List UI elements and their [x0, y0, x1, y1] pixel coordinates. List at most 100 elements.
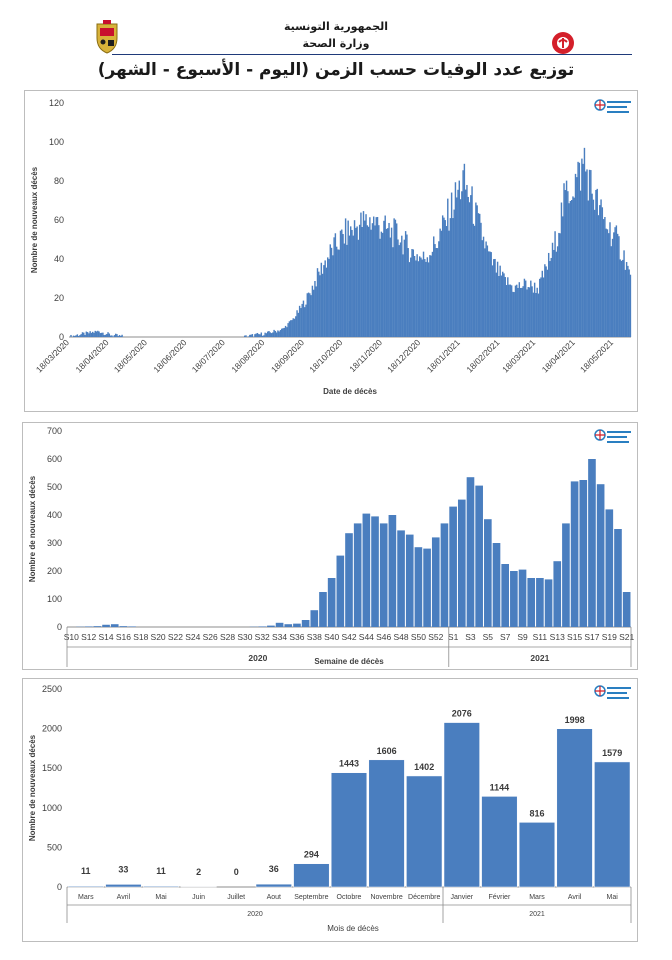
- daily-bar: [472, 223, 475, 337]
- weekly-bar: [379, 523, 388, 627]
- x-tick-label: 18/10/2020: [307, 337, 344, 374]
- daily-bar: [513, 292, 515, 337]
- x-tick-label: S13: [550, 632, 565, 642]
- daily-bar: [574, 173, 577, 337]
- daily-bar: [325, 267, 328, 337]
- daily-bar: [471, 186, 473, 337]
- daily-bar: [304, 307, 306, 337]
- daily-bar: [439, 228, 441, 337]
- daily-bar: [523, 278, 526, 337]
- data-label: 1998: [565, 715, 585, 725]
- x-tick-label: Février: [489, 894, 511, 901]
- daily-bar: [542, 277, 545, 337]
- daily-bar: [330, 247, 333, 337]
- daily-bar: [372, 216, 375, 337]
- daily-bar: [364, 220, 366, 337]
- daily-bar: [358, 224, 361, 337]
- daily-bar: [98, 331, 100, 337]
- daily-bar: [415, 260, 417, 337]
- x-axis-title: Semaine de décès: [314, 657, 384, 666]
- y-tick-label: 20: [54, 293, 64, 303]
- weekly-bar: [527, 578, 536, 627]
- y-tick-label: 60: [54, 215, 64, 225]
- daily-bar: [79, 335, 81, 337]
- daily-bar: [588, 169, 591, 337]
- monthly-deaths-svg: 0 500 1000 1500 2000 2500 Nombre de nouveaux d…: [28, 684, 632, 933]
- daily-bar: [512, 291, 514, 337]
- weekly-bar: [345, 533, 353, 627]
- x-tick-label: Juillet: [227, 894, 245, 901]
- x-tick-label: S20: [151, 632, 166, 642]
- daily-bar: [258, 334, 260, 337]
- daily-bar: [284, 325, 287, 337]
- data-label: 1606: [377, 746, 397, 756]
- daily-bar: [264, 332, 266, 337]
- x-tick-label: 18/08/2020: [229, 337, 266, 374]
- daily-bar: [99, 333, 102, 337]
- x-tick-label: Mars: [78, 894, 94, 901]
- daily-bar: [476, 205, 478, 337]
- daily-bar: [503, 273, 505, 337]
- x-tick-label: 18/06/2020: [151, 337, 188, 374]
- weekly-bar: [258, 626, 267, 627]
- x-tick-label: 18/03/2020: [34, 337, 71, 374]
- daily-bar: [624, 269, 627, 337]
- y-tick-label: 600: [47, 454, 62, 464]
- weekly-bar: [562, 523, 570, 627]
- x-tick-label: S30: [237, 632, 252, 642]
- daily-bar: [499, 265, 501, 337]
- daily-bar: [514, 285, 517, 337]
- y-tick-label: 1000: [42, 803, 62, 813]
- daily-bar: [549, 261, 551, 337]
- x-tick-label: S36: [289, 632, 304, 642]
- weekly-bar: [284, 624, 293, 627]
- daily-bar: [245, 335, 247, 337]
- x-tick-label: S16: [116, 632, 131, 642]
- daily-bar: [526, 289, 528, 337]
- daily-bar: [370, 229, 372, 337]
- daily-bar: [420, 257, 422, 337]
- header-divider: [112, 54, 632, 55]
- daily-bar: [486, 245, 489, 337]
- daily-bar: [374, 225, 376, 337]
- weekly-bar: [405, 534, 414, 627]
- daily-bar: [537, 293, 540, 337]
- tunisia-coat-of-arms-icon: [96, 20, 118, 54]
- daily-bar: [392, 247, 394, 337]
- weekly-bar: [466, 477, 475, 627]
- weekly-bar: [579, 480, 588, 627]
- daily-bar: [604, 217, 606, 337]
- daily-bar: [508, 284, 510, 337]
- daily-bar: [421, 259, 423, 337]
- daily-bar: [350, 226, 352, 337]
- daily-bar: [628, 269, 630, 337]
- daily-bar: [106, 334, 108, 337]
- daily-bar: [389, 237, 392, 337]
- data-label: 2076: [452, 709, 472, 719]
- y-axis-title: Nombre de nouveaux décès: [28, 475, 37, 582]
- daily-bar: [540, 277, 542, 337]
- daily-bar: [263, 335, 265, 337]
- data-label: 2: [196, 867, 201, 877]
- daily-bar: [519, 287, 522, 337]
- observatory-logo-icon: [594, 99, 631, 113]
- monthly-bar: [443, 722, 480, 888]
- data-label: 816: [529, 808, 544, 818]
- monthly-bar: [255, 883, 292, 888]
- weekly-bar: [614, 529, 622, 627]
- data-label: 1402: [414, 762, 434, 772]
- daily-bar: [397, 239, 399, 337]
- daily-bar: [114, 333, 117, 337]
- year-label: 2020: [247, 911, 263, 918]
- year-label: 2020: [248, 653, 267, 663]
- y-tick-label: 500: [47, 482, 62, 492]
- daily-bar: [440, 230, 443, 337]
- daily-bar: [516, 284, 518, 337]
- daily-bar: [339, 230, 342, 337]
- daily-bar: [385, 228, 388, 337]
- daily-bar: [97, 330, 99, 337]
- daily-bar: [608, 233, 610, 337]
- daily-bar: [75, 335, 77, 337]
- daily-bar: [616, 233, 619, 337]
- daily-bar: [576, 177, 578, 337]
